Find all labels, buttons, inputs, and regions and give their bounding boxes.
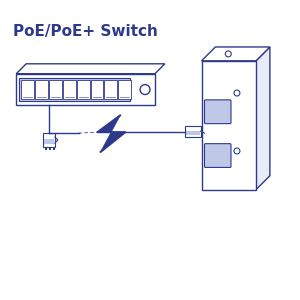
Circle shape xyxy=(225,51,231,57)
Bar xyxy=(185,126,200,137)
Bar xyxy=(16,74,155,105)
Bar xyxy=(19,78,130,101)
Polygon shape xyxy=(16,64,165,74)
FancyBboxPatch shape xyxy=(205,100,231,124)
Polygon shape xyxy=(202,47,270,61)
Circle shape xyxy=(234,90,240,96)
Bar xyxy=(43,133,55,147)
Bar xyxy=(53,147,56,150)
Bar xyxy=(104,80,117,100)
Bar xyxy=(186,131,200,135)
Polygon shape xyxy=(98,115,125,152)
Bar xyxy=(77,80,90,100)
Bar xyxy=(118,80,131,100)
Bar xyxy=(45,147,47,150)
Polygon shape xyxy=(256,47,270,190)
Bar xyxy=(49,147,51,150)
Circle shape xyxy=(234,148,240,154)
Bar xyxy=(49,80,62,100)
FancyBboxPatch shape xyxy=(205,144,231,167)
Bar xyxy=(21,80,34,100)
Bar xyxy=(44,139,54,144)
Bar xyxy=(63,80,76,100)
Circle shape xyxy=(140,85,150,94)
Text: PoE/PoE+ Switch: PoE/PoE+ Switch xyxy=(13,24,158,39)
Bar xyxy=(91,80,103,100)
Bar xyxy=(35,80,48,100)
Bar xyxy=(202,61,256,190)
